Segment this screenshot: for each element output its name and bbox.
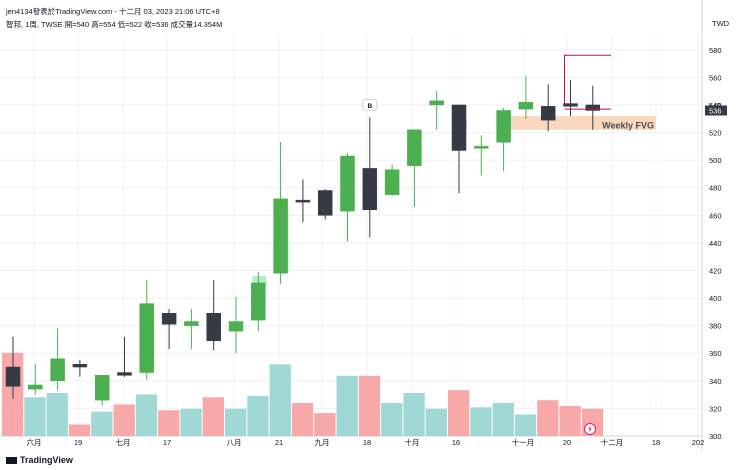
y-tick-label: 400 — [709, 294, 722, 303]
y-tick-label: 560 — [709, 73, 722, 82]
y-tick-label: 420 — [709, 266, 722, 275]
volume-bar — [24, 397, 46, 436]
candle-body — [228, 321, 244, 332]
x-tick-label: 202 — [692, 438, 705, 447]
y-tick-label: 380 — [709, 322, 722, 331]
x-tick-label: 六月 — [27, 437, 42, 447]
x-tick-label: 16 — [452, 438, 460, 447]
buy-marker: B — [362, 98, 378, 111]
candle-body — [474, 146, 489, 149]
candle-body — [340, 155, 355, 212]
volume-bar — [425, 408, 447, 436]
y-tick-label: 580 — [709, 46, 722, 55]
volume-bar — [202, 397, 224, 436]
candle-body — [184, 321, 199, 326]
candle-body — [429, 100, 444, 106]
candle-body — [117, 372, 132, 376]
y-tick-label: 320 — [709, 404, 722, 413]
x-tick-label: 十二月 — [601, 437, 624, 447]
volume-bar — [514, 414, 537, 436]
candle-body — [94, 375, 110, 401]
volume-bar — [470, 407, 492, 436]
candle-body — [317, 190, 333, 216]
candle-body — [5, 366, 21, 387]
volume-bar — [314, 413, 336, 436]
candle-body — [362, 168, 378, 211]
volume-bar — [448, 390, 470, 436]
target-line — [564, 54, 611, 107]
volume-bar — [358, 375, 381, 436]
y-tick-label: 460 — [709, 211, 722, 220]
candle-body — [407, 129, 422, 166]
lightning-icon — [584, 423, 596, 435]
volume-bar — [91, 411, 113, 436]
candle-body — [206, 312, 221, 342]
x-tick-label: 18 — [363, 438, 371, 447]
symbol-ohlc-legend: 智邦, 1周, TWSE 開=540 高=554 低=522 收=536 成交量… — [6, 20, 223, 29]
x-tick-label: 20 — [563, 438, 571, 447]
y-tick-label: 540 — [709, 101, 722, 110]
x-tick-label: 17 — [163, 438, 171, 447]
volume-bar — [559, 405, 581, 436]
volume-bar — [492, 403, 514, 436]
volume-bar — [68, 424, 91, 436]
y-tick-label: 360 — [709, 349, 722, 358]
candle-body — [161, 312, 177, 325]
volume-bar — [291, 403, 314, 436]
candle-body — [139, 303, 155, 373]
last-price-label: 536 — [709, 106, 722, 115]
candle-body — [273, 198, 288, 274]
marker-label: B — [367, 103, 372, 110]
fvg-gap-fill — [252, 276, 267, 288]
volume-bar — [180, 408, 202, 436]
currency-label: TWD — [712, 19, 730, 28]
volume-bar — [225, 408, 247, 436]
volume-bar — [537, 400, 559, 436]
candle-body — [28, 384, 43, 390]
candle-body — [496, 110, 511, 143]
x-tick-label: 十一月 — [512, 437, 535, 447]
volume-bar — [381, 403, 403, 436]
x-tick-label: 21 — [275, 438, 283, 447]
candle-body — [295, 199, 311, 203]
publish-info: jen4134發表於TradingView.com - 十二月 03, 2023… — [6, 7, 220, 16]
y-tick-label: 520 — [709, 129, 722, 138]
tradingview-logo-icon — [6, 457, 17, 465]
y-tick-label: 480 — [709, 184, 722, 193]
candle-body — [563, 103, 578, 107]
candle-body — [518, 101, 534, 110]
volume-bar — [46, 393, 68, 436]
candle-body — [451, 104, 467, 151]
volume-bar — [158, 410, 180, 436]
volume-bar — [247, 395, 269, 436]
candle-body — [50, 358, 65, 382]
x-tick-label: 十月 — [405, 437, 420, 447]
last-price-badge — [705, 105, 727, 116]
marker-box — [362, 98, 378, 111]
y-tick-label: 340 — [709, 377, 722, 386]
tradingview-logo[interactable]: TradingView — [6, 455, 73, 465]
volume-bar — [403, 393, 425, 436]
x-tick-label: 19 — [74, 438, 82, 447]
candle-body — [384, 169, 400, 195]
y-tick-label: 300 — [709, 432, 722, 441]
x-tick-label: 九月 — [315, 438, 330, 447]
candle-body — [72, 364, 88, 368]
tradingview-logo-text: TradingView — [20, 455, 73, 465]
x-tick-label: 18 — [652, 438, 660, 447]
x-tick-label: 八月 — [227, 438, 242, 447]
y-tick-label: 440 — [709, 239, 722, 248]
candle-body — [251, 282, 266, 321]
fvg-label: Weekly FVG — [602, 120, 654, 130]
volume-bar — [113, 404, 135, 436]
volume-bar — [336, 375, 358, 436]
volume-bar — [135, 394, 158, 436]
volume-bar — [269, 364, 291, 436]
lightning-bolt — [588, 425, 592, 433]
candle-body — [585, 104, 601, 111]
x-tick-label: 七月 — [116, 438, 131, 447]
y-tick-label: 500 — [709, 156, 722, 165]
candle-body — [540, 106, 556, 121]
